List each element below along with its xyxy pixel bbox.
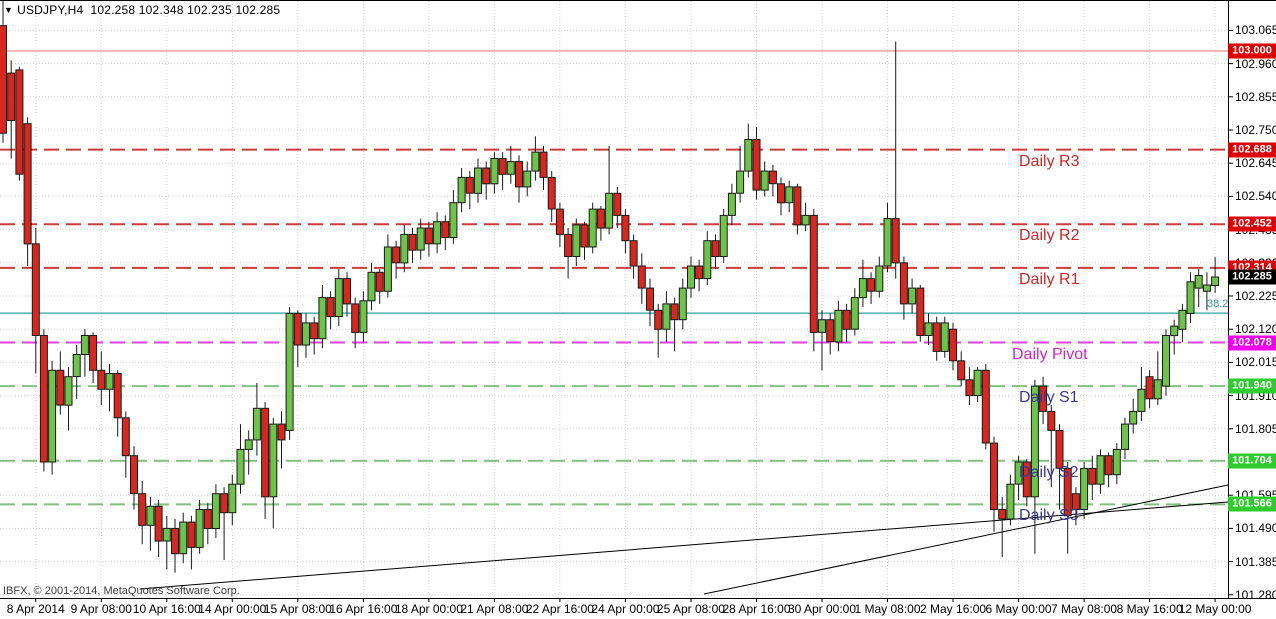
daily-r2-label: Daily R2 [1019,227,1080,245]
time-tick-label: 16 Apr 16:00 [329,602,398,616]
time-tick-label: 24 Apr 00:00 [591,602,660,616]
time-tick-label: 9 Apr 08:00 [70,602,132,616]
price-tick-label: 102.120 [1235,322,1276,337]
time-tick-label: 6 May 00:00 [985,602,1052,616]
daily-pivot-label: Daily Pivot [1012,345,1088,363]
chart-title: ▼ USDJPY,H4 102.258 102.348 102.235 102.2… [4,3,280,17]
time-tick-label: 30 Apr 00:00 [787,602,857,616]
price-tick-label: 101.490 [1235,521,1276,536]
copyright-watermark: IBFX, © 2001-2014, MetaQuotes Software C… [3,585,240,597]
time-tick-label: 1 May 08:00 [854,602,921,616]
current-price-badge: 102.285 [1228,269,1276,285]
daily-s3-price-badge: 101.566 [1228,496,1276,512]
price-tick-label: 102.540 [1235,189,1276,204]
daily-pivot-price-badge: 102.078 [1228,335,1276,350]
time-tick-label: 18 Apr 00:00 [394,602,463,616]
time-tick-label: 14 Apr 00:00 [198,602,267,616]
daily-r1-label: Daily R1 [1019,270,1080,288]
price-tick-label: 102.855 [1235,89,1276,104]
daily-s3-label: Daily S3 [1019,507,1079,525]
daily-r3-label: Daily R3 [1019,152,1080,170]
price-tick-label: 102.960 [1235,56,1276,71]
symbol-dropdown-icon[interactable]: ▼ [4,5,14,15]
price-tick-label: 102.750 [1235,123,1276,137]
ohlc-low: 102.235 [187,3,232,17]
round-level-price-badge: 103.000 [1228,43,1276,59]
time-tick-label: 2 May 16:00 [920,602,987,616]
time-tick-label: 8 Apr 2014 [6,602,65,616]
price-tick-label: 101.805 [1235,421,1276,436]
daily-s1-price-badge: 101.940 [1228,378,1276,394]
daily-s2-label: Daily S2 [1019,463,1079,481]
price-tick-label: 102.015 [1235,355,1276,370]
time-tick-label: 28 Apr 16:00 [722,602,791,616]
fibonacci-38-label: 38.2 [1207,298,1229,311]
price-tick-label: 102.645 [1235,156,1276,171]
time-tick-label: 15 Apr 08:00 [263,602,332,616]
price-tick-label: 103.065 [1235,23,1276,38]
daily-s1-label: Daily S1 [1019,389,1079,407]
daily-s2-price-badge: 101.704 [1228,453,1276,469]
pivot-lines-layer [0,50,1228,506]
symbol-period-label: USDJPY,H4 [17,3,84,17]
time-tick-label: 10 Apr 16:00 [132,602,201,616]
candles-layer [0,1,1220,573]
trendlines-layer[interactable] [139,484,1229,595]
daily-r2-price-badge: 102.452 [1228,216,1276,232]
price-tick-label: 102.225 [1235,289,1276,304]
time-tick-label: 22 Apr 16:00 [525,602,594,616]
time-tick-label: 21 Apr 08:00 [460,602,529,616]
ohlc-high: 102.348 [138,3,184,17]
time-tick-label: 12 May 00:00 [1178,602,1252,616]
daily-r3-price-badge: 102.688 [1228,142,1276,158]
price-tick-label: 101.280 [1235,587,1276,602]
ohlc-close: 102.285 [235,3,281,17]
ohlc-open: 102.258 [90,3,136,17]
time-tick-label: 7 May 08:00 [1051,602,1118,616]
time-tick-label: 8 May 16:00 [1116,602,1183,616]
time-tick-label: 25 Apr 08:00 [656,602,725,616]
price-tick-label: 101.385 [1235,554,1276,569]
